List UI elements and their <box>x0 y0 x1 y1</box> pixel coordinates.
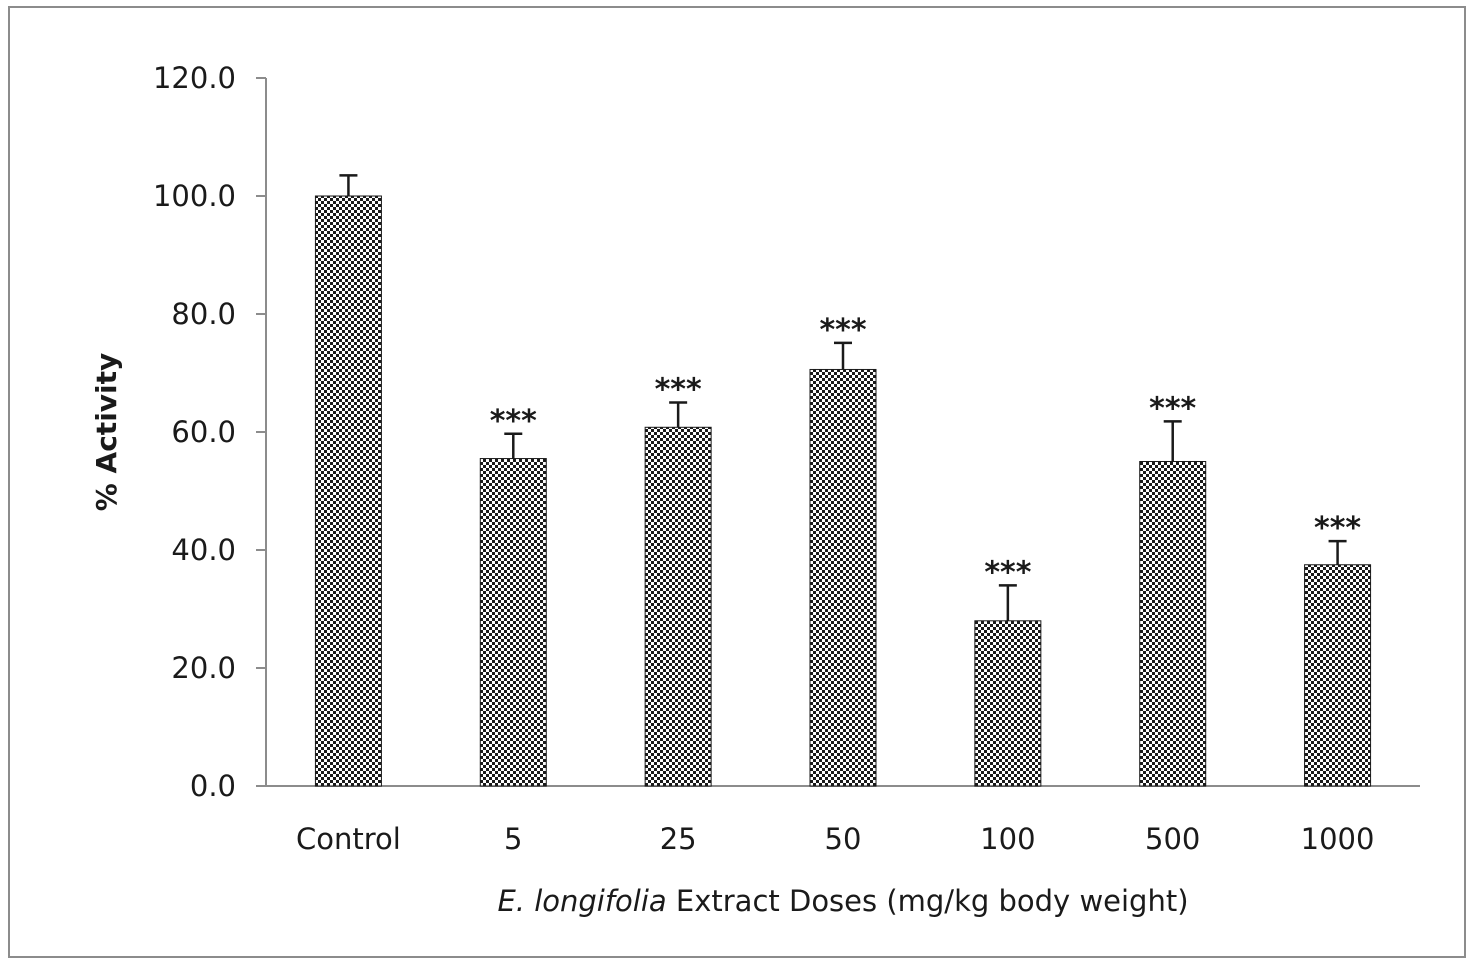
x-axis-title: E. longifolia Extract Doses (mg/kg body … <box>497 884 1188 918</box>
bars <box>314 195 1372 787</box>
x-tick-label: 25 <box>660 822 697 856</box>
bar <box>974 620 1042 787</box>
bar <box>1139 461 1207 787</box>
y-tick-label: 20.0 <box>171 651 236 685</box>
y-tick-label: 80.0 <box>171 297 236 331</box>
significance-label: *** <box>1149 391 1196 426</box>
x-tick-label: Control <box>296 822 401 856</box>
significance-label: *** <box>1314 511 1361 546</box>
significance-marks: *** *** *** *** *** *** <box>490 313 1362 590</box>
x-tick-label: 500 <box>1145 822 1200 856</box>
bar <box>809 368 877 787</box>
bar <box>314 195 382 787</box>
x-tick-label: 1000 <box>1301 822 1375 856</box>
significance-label: *** <box>984 555 1031 590</box>
y-tick-label: 40.0 <box>171 533 236 567</box>
x-tick-label: 100 <box>980 822 1035 856</box>
significance-label: *** <box>819 313 866 348</box>
x-tick-label: 5 <box>504 822 522 856</box>
x-tick-label: 50 <box>825 822 862 856</box>
chart-frame <box>8 6 1466 958</box>
y-tick-label: 0.0 <box>190 769 236 803</box>
x-axis: Control 5 25 50 100 500 1000 <box>266 785 1420 856</box>
y-axis: 0.0 20.0 40.0 60.0 80.0 100.0 120.0 <box>153 61 267 803</box>
x-axis-title-rest: Extract Doses (mg/kg body weight) <box>667 884 1189 918</box>
y-tick-label: 120.0 <box>153 61 236 95</box>
error-bars <box>339 174 1347 621</box>
y-tick-label: 100.0 <box>153 179 236 213</box>
bar <box>479 458 547 787</box>
x-axis-title-italic: E. longifolia <box>497 884 666 918</box>
significance-label: *** <box>655 373 702 408</box>
bar <box>644 426 712 787</box>
significance-label: *** <box>490 404 537 439</box>
y-tick-label: 60.0 <box>171 415 236 449</box>
bar <box>1304 564 1372 787</box>
y-axis-title: % Activity <box>90 353 123 512</box>
